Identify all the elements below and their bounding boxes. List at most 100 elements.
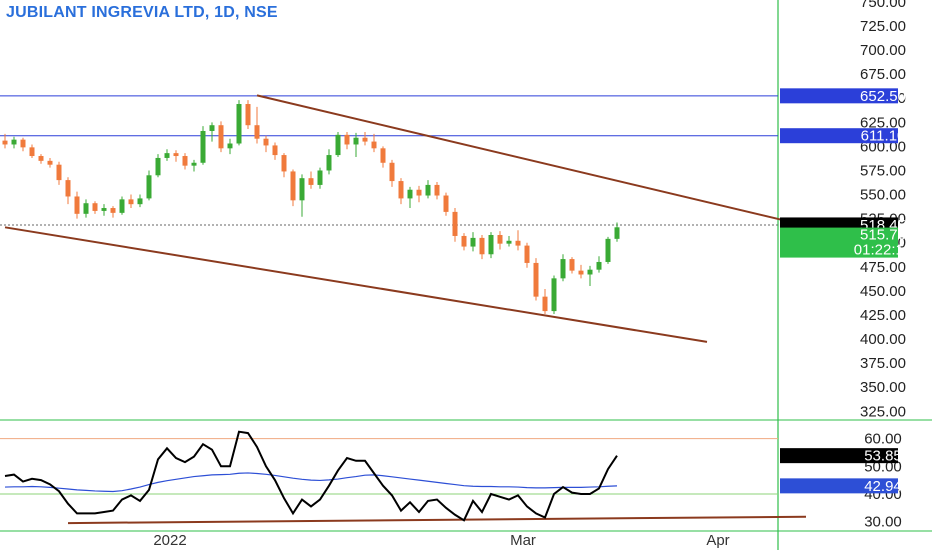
osc-tick-label: 30.00: [864, 514, 902, 531]
price-tick-label: 575.00: [860, 162, 906, 179]
candle-body: [20, 139, 26, 148]
candle-body: [164, 153, 170, 158]
osc-main-value-label: 53.85: [864, 448, 902, 465]
candle-body: [2, 140, 8, 145]
price-tick-label: 700.00: [860, 42, 906, 59]
candle-body: [29, 147, 35, 157]
candle-body: [173, 153, 179, 157]
osc-signal-line: [4, 472, 618, 493]
osc-main-line: [4, 430, 618, 522]
candle-body: [578, 270, 584, 275]
osc-main-value-label-bg: [780, 448, 898, 464]
osc-tick-label: 60.00: [864, 431, 902, 448]
candle-body: [155, 157, 161, 176]
candle-body: [470, 237, 476, 247]
trendline: [256, 94, 798, 225]
candle-body: [182, 156, 188, 166]
candle-body: [353, 137, 359, 145]
candle-body: [425, 184, 431, 196]
candle-body: [605, 238, 611, 262]
candle-body: [83, 203, 89, 214]
candle-body: [362, 137, 368, 142]
candle-body: [128, 199, 134, 205]
candle-body: [515, 240, 521, 246]
candle-body: [398, 181, 404, 199]
candle-body: [506, 240, 512, 244]
osc-signal-value-label: 42.94: [864, 478, 902, 495]
candle-body: [344, 134, 350, 145]
candle-body: [461, 235, 467, 247]
price-tick-label: 350.00: [860, 379, 906, 396]
level-label: 611.10: [861, 128, 906, 145]
candle-body: [416, 189, 422, 196]
candle-body: [11, 139, 17, 145]
candle-body: [272, 145, 278, 156]
candle-body: [227, 143, 233, 149]
candle-body: [146, 175, 152, 199]
candle-body: [308, 178, 314, 185]
candle-body: [236, 104, 242, 144]
price-tick-label: 625.00: [860, 114, 906, 131]
countdown-label: 01:22:14: [854, 242, 912, 259]
candle-body: [587, 269, 593, 275]
candle-body: [533, 262, 539, 297]
level-label-bg: [780, 128, 898, 144]
candle-body: [488, 235, 494, 255]
time-tick-label: Apr: [706, 532, 729, 549]
price-tick-label: 325.00: [860, 403, 906, 420]
candle-body: [389, 162, 395, 182]
candle-body: [524, 245, 530, 263]
price-tick-label: 725.00: [860, 18, 906, 35]
candle-body: [434, 184, 440, 196]
candle-body: [245, 104, 251, 126]
candle-body: [560, 259, 566, 279]
candle-body: [110, 208, 116, 213]
candle-body: [56, 164, 62, 181]
candle-body: [263, 138, 269, 146]
level-label: 652.50: [860, 88, 906, 105]
price-tick-label: 675.00: [860, 66, 906, 83]
candle-body: [317, 170, 323, 185]
candle-body: [371, 141, 377, 149]
candle-body: [200, 130, 206, 163]
candle-body: [191, 162, 197, 166]
price-tick-label: 400.00: [860, 331, 906, 348]
candle-body: [443, 195, 449, 212]
time-tick-label: 2022: [153, 532, 186, 549]
candle-body: [551, 278, 557, 312]
candle-body: [47, 160, 53, 165]
candle-body: [542, 296, 548, 312]
candle-body: [497, 235, 503, 244]
candle-body: [290, 171, 296, 201]
price-tick-label: 425.00: [860, 307, 906, 324]
price-tick-label: 750.00: [860, 0, 906, 11]
candle-body: [407, 189, 413, 199]
candle-body: [92, 203, 98, 211]
last-price-bg: [780, 227, 898, 258]
candle-body: [596, 261, 602, 270]
candle-body: [299, 178, 305, 201]
candle-body: [281, 155, 287, 172]
candle-body: [335, 134, 341, 156]
last-price-label: 515.70: [860, 227, 906, 244]
candle-body: [326, 155, 332, 171]
candle-body: [569, 259, 575, 271]
candle-body: [479, 237, 485, 255]
osc-trendline: [67, 515, 807, 525]
price-tick-label: 550.00: [860, 187, 906, 204]
price-tick-label: 450.00: [860, 283, 906, 300]
osc-signal-value-label-bg: [780, 478, 898, 494]
chart-title: JUBILANT INGREVIA LTD, 1D, NSE: [6, 4, 278, 21]
time-tick-label: Mar: [510, 532, 536, 549]
candle-body: [209, 125, 215, 131]
candle-body: [74, 196, 80, 214]
candle-body: [65, 180, 71, 197]
candle-body: [614, 227, 620, 239]
level-label-bg: [780, 88, 898, 104]
candle-body: [254, 125, 260, 139]
candle-body: [101, 208, 107, 211]
trendline: [4, 226, 708, 343]
candle-body: [452, 211, 458, 236]
